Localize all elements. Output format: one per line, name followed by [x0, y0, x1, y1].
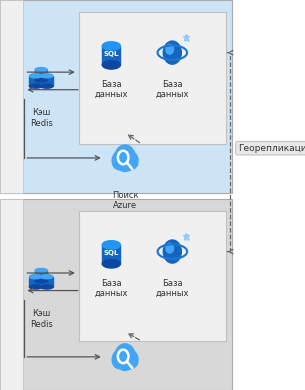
Ellipse shape	[35, 279, 47, 283]
Circle shape	[115, 145, 135, 172]
Bar	[113, 356, 137, 364]
Bar	[0, 199, 23, 390]
Ellipse shape	[41, 275, 53, 279]
Ellipse shape	[102, 61, 120, 69]
Circle shape	[115, 344, 135, 370]
Ellipse shape	[30, 275, 42, 279]
Circle shape	[163, 41, 181, 64]
Ellipse shape	[41, 74, 53, 78]
Text: Поиск
Azure: Поиск Azure	[112, 191, 138, 211]
Ellipse shape	[30, 285, 42, 289]
Circle shape	[112, 350, 127, 369]
Ellipse shape	[30, 74, 42, 78]
Text: SQL: SQL	[104, 51, 119, 57]
Ellipse shape	[102, 260, 120, 268]
Bar	[0, 0, 232, 193]
Text: Кэш
Redis: Кэш Redis	[30, 309, 53, 329]
Text: SQL: SQL	[104, 250, 119, 256]
Ellipse shape	[35, 78, 47, 82]
Bar	[113, 157, 137, 165]
Circle shape	[166, 243, 174, 253]
Bar	[41, 277, 53, 287]
Text: База
данных: База данных	[156, 279, 189, 298]
Ellipse shape	[102, 42, 120, 50]
Circle shape	[124, 350, 138, 369]
Bar	[0, 0, 23, 193]
Ellipse shape	[35, 268, 47, 273]
Bar	[102, 245, 120, 264]
Ellipse shape	[35, 67, 47, 72]
Bar	[30, 277, 42, 287]
Ellipse shape	[30, 84, 42, 88]
Circle shape	[112, 151, 127, 170]
Bar	[30, 76, 42, 86]
Ellipse shape	[41, 84, 53, 88]
Text: База
данных: База данных	[95, 279, 128, 298]
Bar	[79, 211, 226, 341]
Circle shape	[166, 44, 174, 54]
Bar	[79, 12, 226, 144]
Ellipse shape	[102, 241, 120, 249]
Circle shape	[124, 151, 138, 170]
Bar	[0, 199, 232, 390]
Bar	[35, 271, 47, 281]
Bar	[41, 76, 53, 86]
Bar	[35, 70, 47, 80]
Text: Георепликация: Георепликация	[238, 144, 305, 153]
Ellipse shape	[41, 285, 53, 289]
Text: Кэш
Redis: Кэш Redis	[30, 108, 53, 128]
Text: База
данных: База данных	[95, 80, 128, 99]
Text: База
данных: База данных	[156, 80, 189, 99]
Circle shape	[163, 240, 181, 263]
Bar	[102, 46, 120, 65]
